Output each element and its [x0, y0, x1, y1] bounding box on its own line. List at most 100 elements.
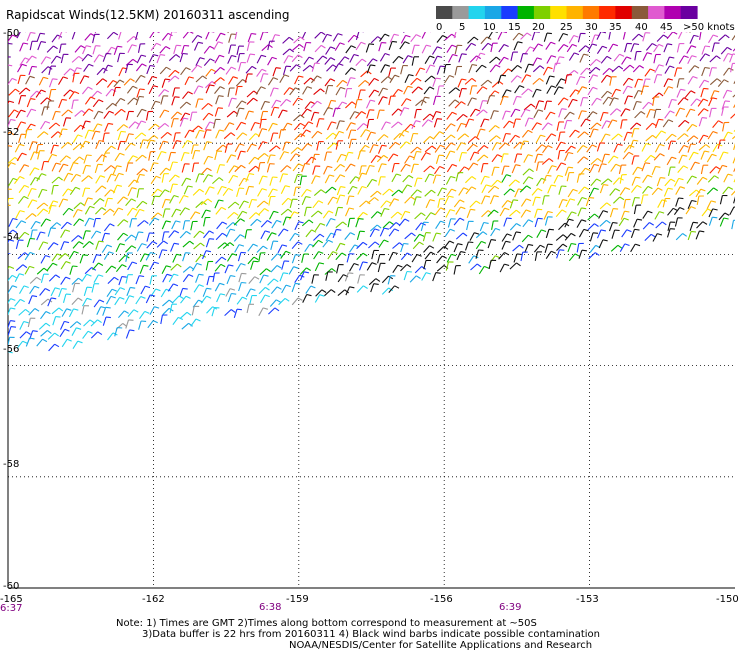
barb-staff: [180, 102, 186, 108]
barb-flag: [488, 80, 492, 83]
barb-staff: [148, 77, 152, 85]
wind-barb: [642, 163, 650, 171]
wind-barb: [268, 78, 278, 86]
barb-staff: [614, 54, 620, 61]
barb-flag: [494, 210, 498, 213]
wind-barb: [180, 208, 190, 215]
barb-flag: [32, 56, 37, 58]
barb-flag: [582, 198, 587, 200]
barb-flag: [416, 121, 421, 122]
barb-staff: [183, 92, 189, 99]
barb-flag: [319, 252, 324, 254]
wind-barb: [512, 165, 520, 173]
barb-flag: [460, 200, 465, 202]
barb-flag: [300, 123, 304, 126]
barb-staff: [126, 134, 129, 143]
wind-barb: [733, 44, 740, 51]
wind-barb: [446, 151, 455, 159]
barb-staff: [691, 162, 695, 170]
barb-staff: [284, 88, 290, 95]
barb-staff: [234, 309, 237, 318]
barb-flag: [155, 31, 160, 33]
barb-flag: [32, 189, 37, 190]
barb-flag: [568, 167, 573, 168]
barb-flag: [65, 329, 70, 331]
wind-barb: [151, 176, 161, 184]
barb-flag: [594, 164, 599, 165]
wind-barb: [401, 253, 411, 260]
barb-flag: [35, 168, 40, 170]
wind-barb: [577, 174, 584, 183]
barb-flag: [220, 165, 225, 166]
barb-staff: [59, 164, 63, 172]
wind-barb: [102, 233, 110, 242]
barb-staff: [521, 252, 523, 261]
wind-barb: [246, 186, 254, 195]
wind-barb: [412, 22, 423, 28]
barb-flag: [124, 311, 128, 314]
barb-flag: [703, 99, 708, 101]
wind-barb: [404, 86, 413, 94]
barb-staff: [305, 207, 307, 216]
barb-staff: [568, 244, 571, 252]
barb-staff: [679, 145, 684, 153]
barb-flag: [385, 65, 390, 67]
barb-staff: [202, 103, 209, 109]
wind-barb: [732, 220, 739, 229]
barb-flag: [164, 90, 168, 92]
barb-flag: [99, 55, 104, 57]
wind-barb: [293, 98, 303, 105]
wind-barb: [325, 175, 334, 183]
barb-staff: [427, 19, 429, 28]
wind-barb: [169, 152, 176, 161]
barb-flag: [156, 289, 161, 291]
barb-flag: [452, 189, 457, 191]
wind-barb: [610, 189, 620, 196]
wind-barb: [294, 187, 301, 196]
barb-flag: [307, 295, 312, 296]
wind-barb: [525, 118, 533, 126]
wind-barb: [625, 96, 633, 104]
wind-barb: [378, 135, 389, 141]
wind-barb: [268, 189, 277, 197]
barb-staff: [20, 332, 26, 338]
barb-flag: [9, 101, 14, 102]
barb-flag: [129, 296, 134, 297]
barb-flag: [343, 80, 347, 83]
wind-barb: [421, 97, 429, 105]
wind-barb: [689, 152, 698, 160]
wind-barb: [622, 57, 632, 65]
barb-flag: [186, 231, 190, 234]
barb-flag: [175, 76, 179, 79]
barb-staff: [371, 156, 376, 163]
barb-staff: [115, 98, 121, 105]
barb-flag: [728, 132, 733, 133]
barb-staff: [339, 57, 345, 64]
barb-flag: [144, 265, 149, 266]
barb-staff: [147, 233, 150, 242]
barb-flag: [78, 135, 83, 137]
barb-staff: [204, 218, 206, 227]
wind-barb: [438, 199, 445, 208]
barb-staff: [59, 99, 62, 108]
barb-flag: [426, 153, 431, 155]
barb-flag: [502, 31, 507, 32]
barb-flag: [348, 152, 353, 153]
barb-flag: [549, 159, 553, 162]
barb-staff: [569, 254, 575, 261]
barb-staff: [554, 175, 558, 183]
barb-flag: [261, 55, 266, 56]
barb-flag: [483, 110, 487, 113]
wind-barb: [446, 262, 453, 271]
barb-flag: [133, 59, 137, 62]
barb-flag: [167, 274, 172, 275]
barb-flag: [298, 98, 303, 100]
wind-barb: [95, 164, 102, 173]
wind-barb: [401, 99, 411, 106]
barb-flag: [81, 203, 85, 206]
barb-flag: [56, 317, 61, 318]
barb-staff: [92, 284, 94, 293]
barb-staff: [150, 163, 153, 171]
barb-flag: [265, 209, 269, 212]
barb-staff: [261, 221, 267, 228]
